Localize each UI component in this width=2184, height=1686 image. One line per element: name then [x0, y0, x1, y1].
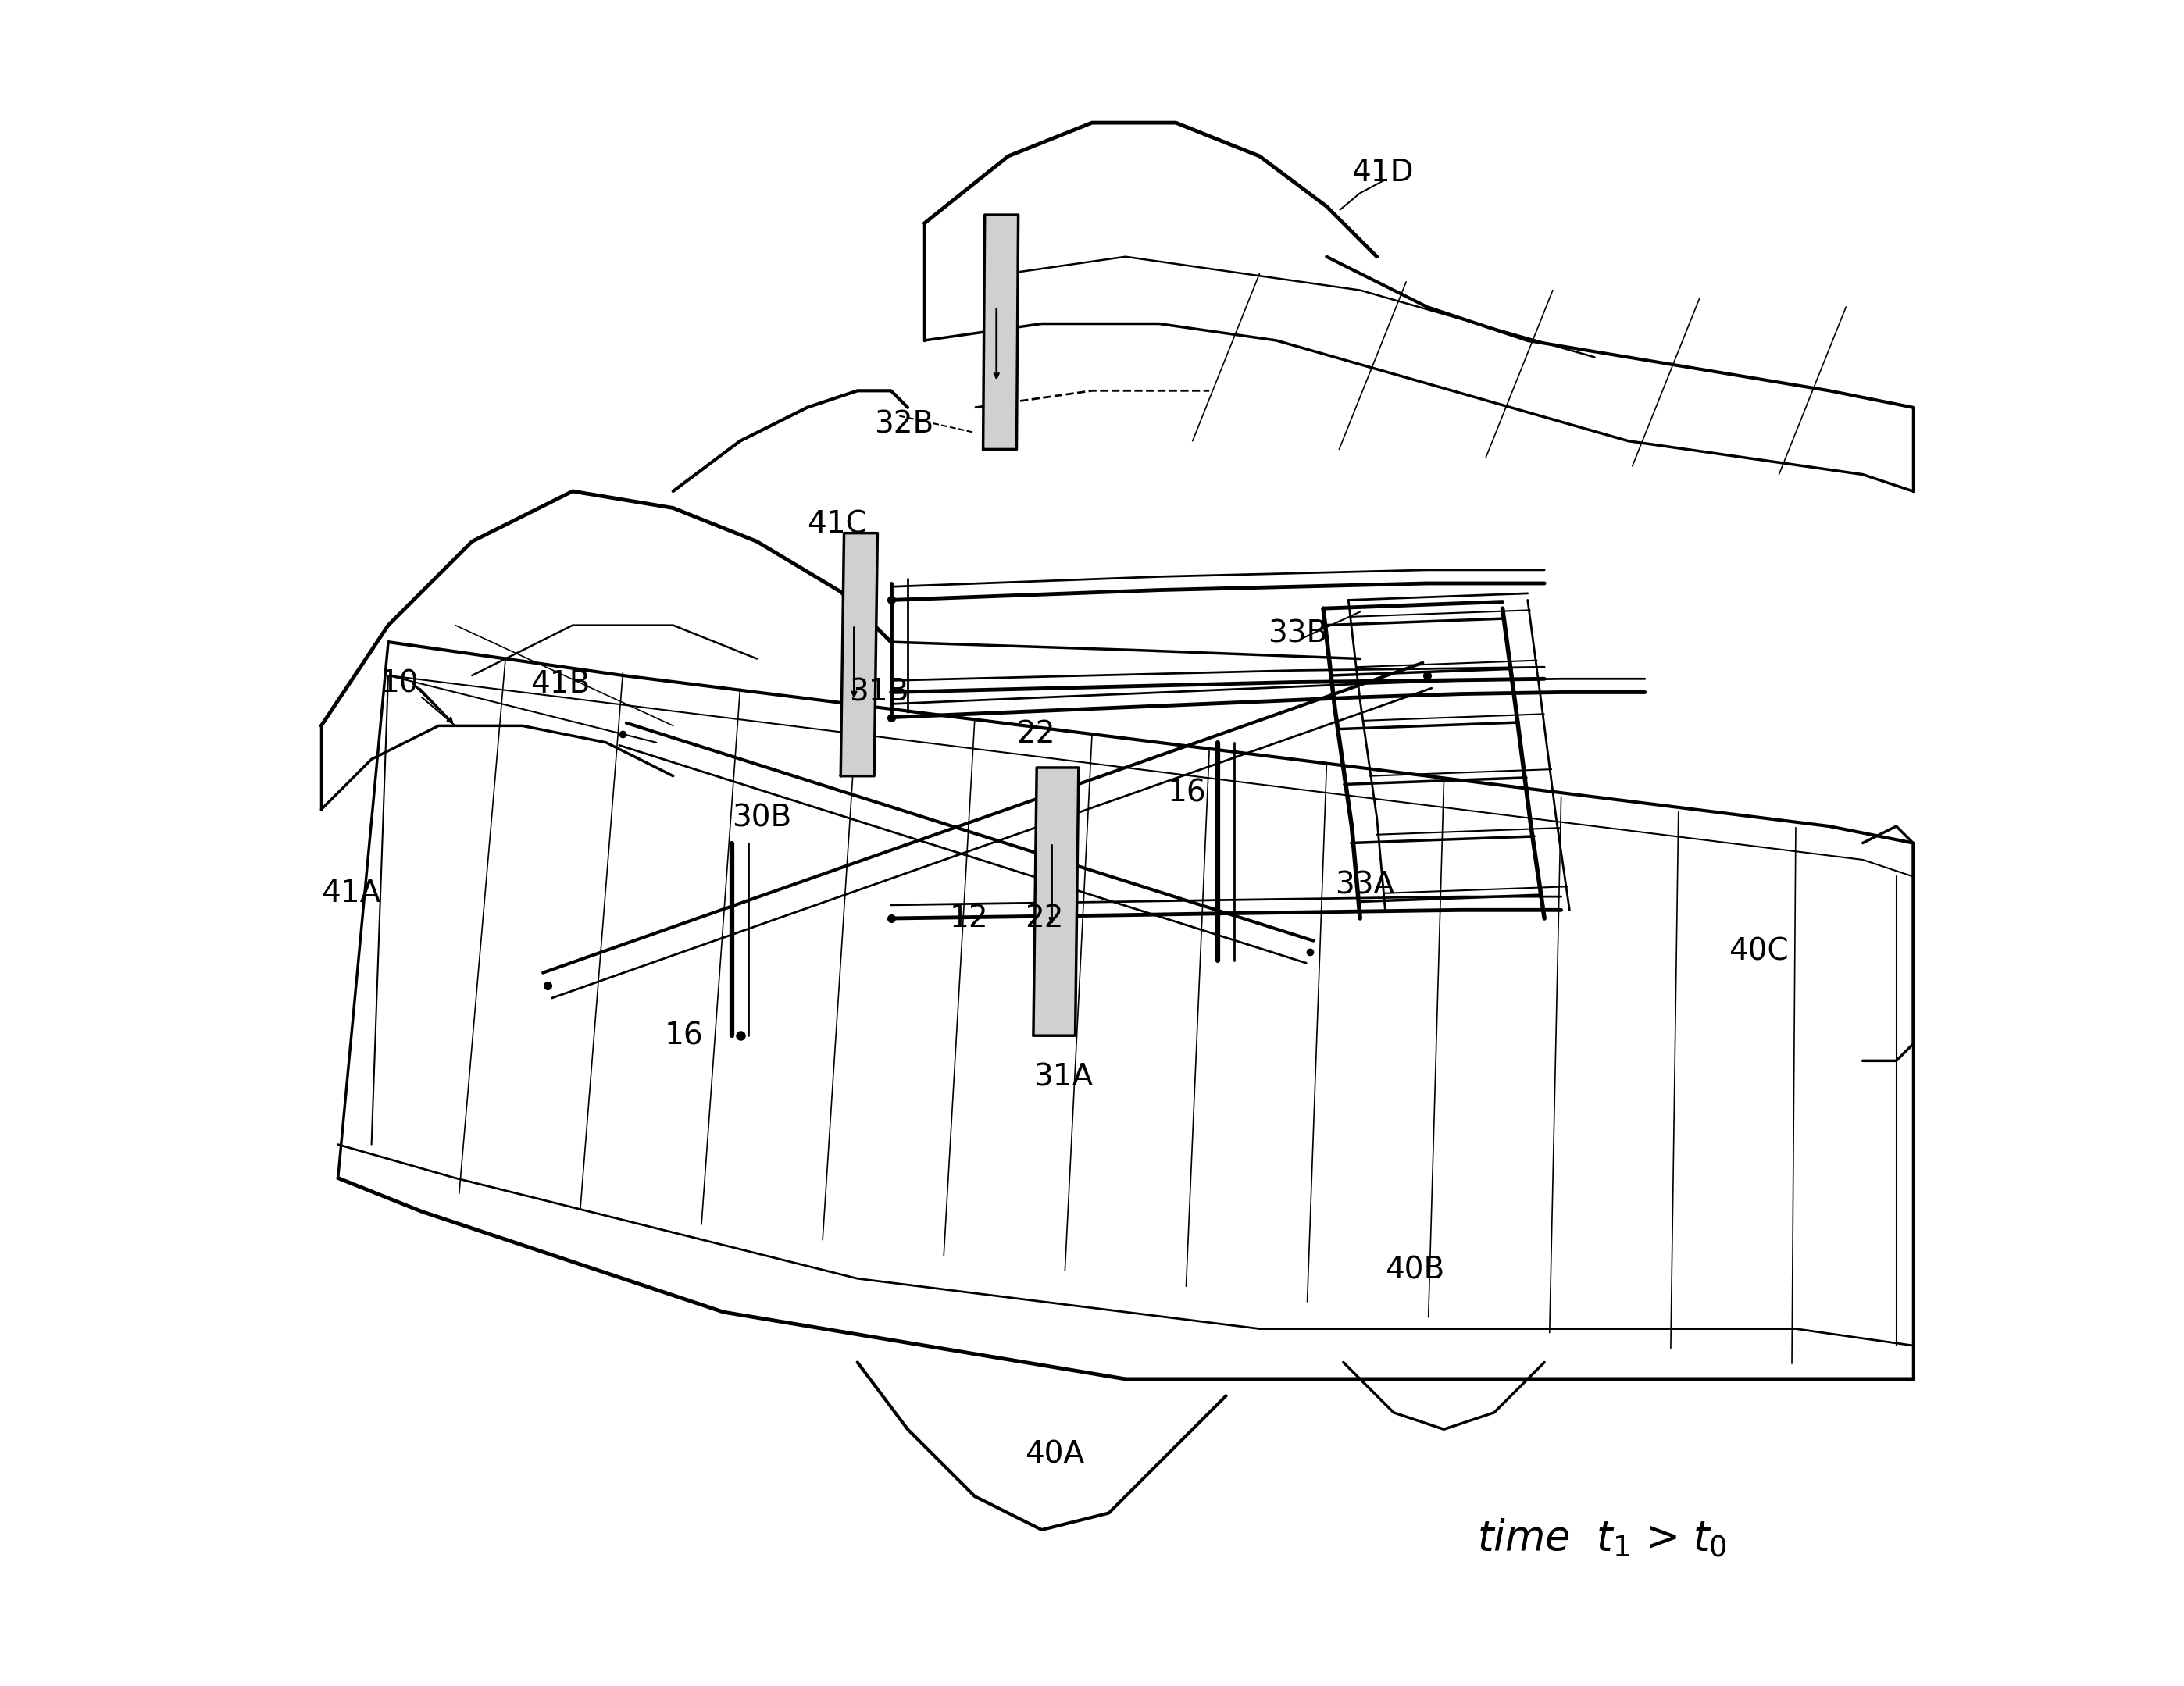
- Text: 40C: 40C: [1730, 937, 1789, 966]
- Text: 41D: 41D: [1352, 158, 1413, 187]
- Text: 30B: 30B: [732, 803, 791, 833]
- Polygon shape: [841, 533, 878, 776]
- Text: 41C: 41C: [808, 509, 867, 540]
- Text: 10: 10: [380, 669, 419, 698]
- Text: 22: 22: [1024, 904, 1064, 934]
- Text: 40A: 40A: [1024, 1440, 1085, 1469]
- Polygon shape: [1033, 767, 1079, 1035]
- Text: 41A: 41A: [321, 878, 380, 909]
- Text: 16: 16: [1168, 777, 1206, 808]
- Text: 41B: 41B: [531, 669, 590, 698]
- Text: 33A: 33A: [1334, 870, 1393, 900]
- Polygon shape: [983, 214, 1018, 450]
- Text: 33B: 33B: [1269, 619, 1328, 649]
- Text: 12: 12: [950, 904, 989, 934]
- Text: 32B: 32B: [874, 410, 935, 438]
- Text: 40B: 40B: [1385, 1256, 1446, 1285]
- Text: 31A: 31A: [1033, 1062, 1092, 1093]
- Text: 31B: 31B: [850, 678, 909, 706]
- Text: 22: 22: [1016, 720, 1055, 749]
- Text: 16: 16: [664, 1020, 703, 1050]
- Text: time  $t_1$ > $t_0$: time $t_1$ > $t_0$: [1476, 1517, 1728, 1560]
